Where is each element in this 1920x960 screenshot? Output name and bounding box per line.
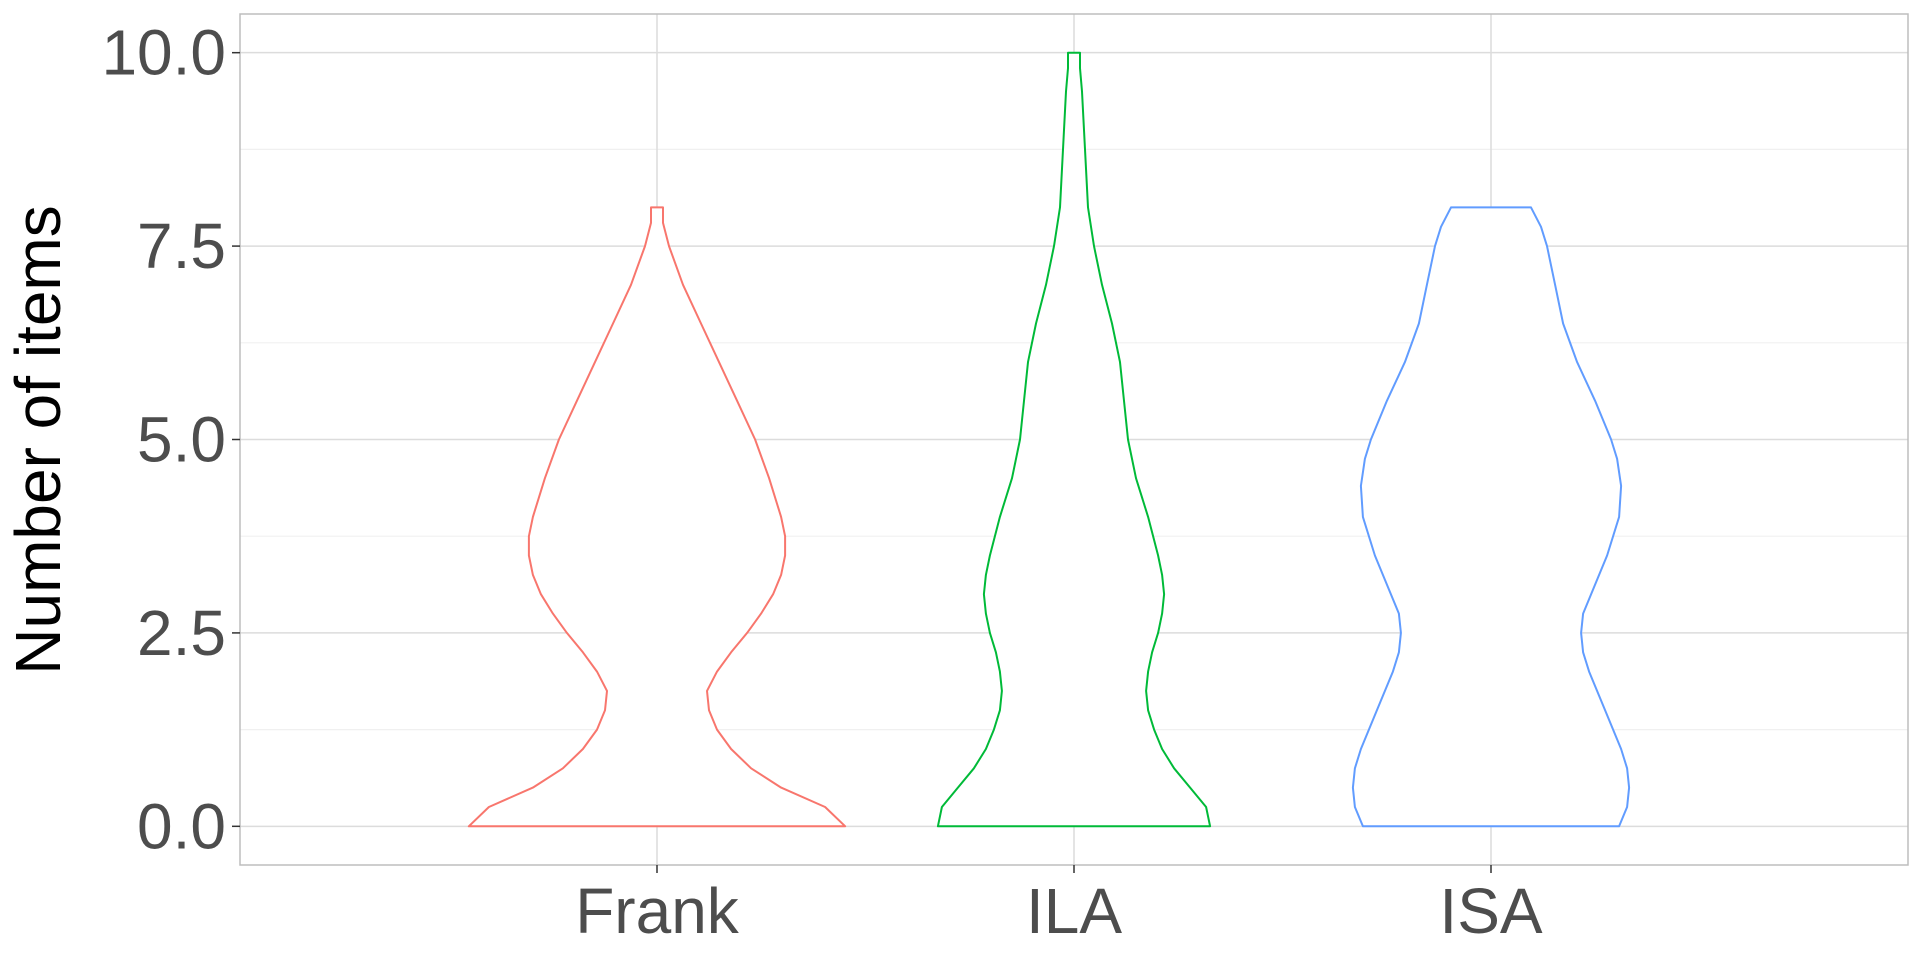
y-tick-label: 7.5 [137,210,226,282]
x-axis-tick-labels: Frank ILA ISA [575,875,1543,947]
violin-frank [467,206,847,828]
y-axis-ticks [232,51,240,828]
y-tick-label: 2.5 [137,597,226,669]
x-axis-ticks [656,865,1492,873]
y-tick-label: 10.0 [101,17,226,89]
violin-ila [936,51,1212,828]
violin-isa [1351,206,1631,828]
y-tick-label: 0.0 [137,790,226,862]
y-axis-title: Number of items [2,205,74,674]
x-tick-label-ila: ILA [1026,875,1122,947]
y-axis-tick-labels: 0.0 2.5 5.0 7.5 10.0 [101,17,226,863]
x-tick-label-frank: Frank [575,875,740,947]
y-tick-label: 5.0 [137,404,226,476]
x-tick-label-isa: ISA [1439,875,1542,947]
violin-series [467,51,1631,828]
